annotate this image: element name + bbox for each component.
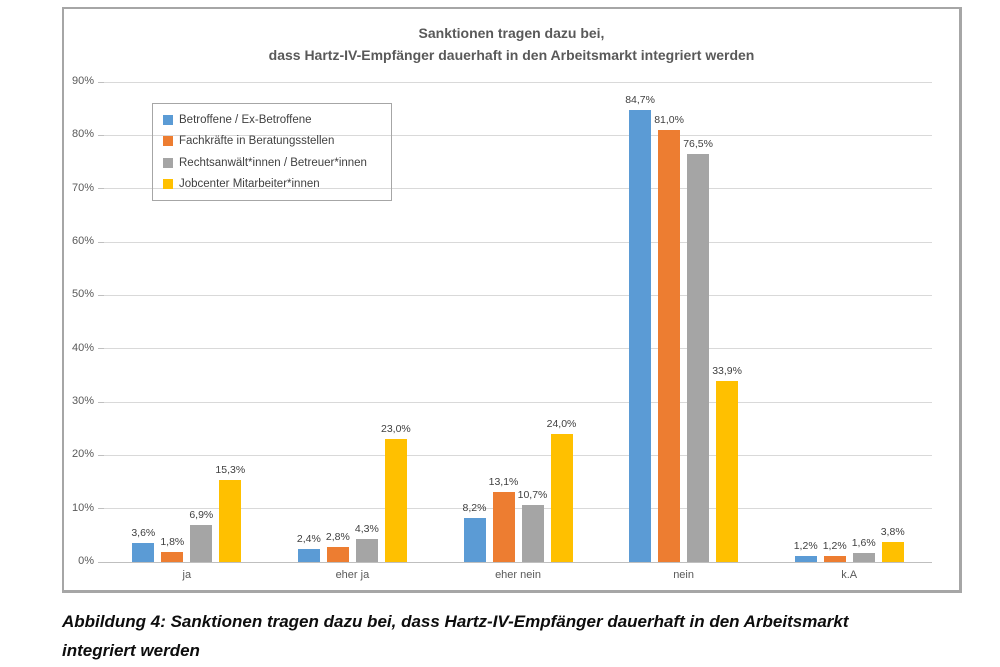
bar-series-3 [852,553,875,562]
y-axis-tick [98,348,104,350]
bar-series-3 [521,504,544,562]
legend-label: Rechtsanwält*innen / Betreuer*innen [179,156,367,169]
data-label: 33,9% [712,365,742,378]
legend-label: Fachkräfte in Beratungsstellen [179,135,335,148]
data-label: 2,8% [325,531,350,544]
data-label: 76,5% [683,138,713,150]
legend-label: Jobcenter Mitarbeiter*innen [179,178,320,191]
data-label: 24,0% [546,418,577,430]
gridline [104,401,932,403]
y-axis-label: 30% [71,395,94,407]
legend-swatch [163,157,173,168]
plot-area: 0% 10% 20% 30% 40% 50% 60% 70% 80% 90% 3,6% 1,8% 6,9… [72,75,932,581]
y-axis-label: 80% [71,128,94,141]
legend-item: Jobcenter Mitarbeiter*innen [163,178,391,190]
y-axis-tick [98,401,104,403]
y-axis-label: 40% [71,341,94,354]
gridline [104,81,932,83]
legend-label: Betroffene / Ex-Betroffene [179,113,312,126]
gridline [104,561,932,563]
y-axis-tick [98,294,104,296]
bar-series-4 [550,434,573,562]
data-label: 81,0% [654,114,684,126]
data-label: 23,0% [381,423,411,436]
x-axis-label: nein [673,569,694,581]
bar-series-2 [161,552,184,562]
y-axis-label: 70% [71,181,94,194]
bar-series-1 [629,110,652,562]
bar-series-1 [132,542,155,562]
x-axis-label: k.A [841,569,858,581]
legend-item: Fachkräfte in Beratungsstellen [163,135,391,147]
bar-series-4 [716,381,739,562]
y-axis-label: 10% [71,501,94,514]
y-axis-tick [98,454,104,456]
y-axis-label: 0% [78,555,94,567]
data-label: 3,8% [880,525,905,538]
bar-series-2 [823,555,846,562]
bar-series-1 [297,549,320,562]
x-axis-label: eher nein [495,569,541,581]
y-axis-label: 60% [71,235,94,247]
data-label: 1,2% [793,539,818,552]
figure-caption-line1: Abbildung 4: Sanktionen tragen dazu bei,… [62,612,849,631]
y-axis-label: 50% [71,288,94,301]
x-axis-label: eher ja [335,569,370,581]
bar-series-4 [219,480,242,562]
bar-series-1 [794,555,817,562]
data-label: 2,4% [296,533,321,546]
data-label: 1,8% [160,536,185,549]
data-label: 6,9% [189,509,214,522]
y-axis-tick [98,188,104,190]
bar-series-1 [463,518,486,562]
legend-item: Rechtsanwält*innen / Betreuer*innen [163,157,391,169]
y-axis-label: 90% [71,75,94,87]
y-axis-tick [98,81,104,83]
y-axis-label: 20% [71,448,94,461]
legend-swatch [163,179,173,190]
chart-title: Sanktionen tragen dazu bei, dass Hartz-I… [64,22,959,66]
bar-series-3 [190,525,213,562]
data-label: 1,6% [851,537,876,550]
gridline [104,188,932,190]
figure-caption: Abbildung 4: Sanktionen tragen dazu bei,… [62,607,987,665]
bar-series-2 [492,492,515,562]
data-label: 4,3% [354,523,379,536]
legend-item: Betroffene / Ex-Betroffene [163,114,391,126]
legend-swatch [163,114,173,125]
data-label: 84,7% [625,94,655,107]
y-axis-tick [98,561,104,563]
figure-caption-line2: integriert werden [62,641,200,660]
data-label: 15,3% [215,464,246,477]
y-axis-tick [98,508,104,510]
data-label: 10,7% [517,488,548,501]
bar-series-3 [687,154,710,562]
gridline [104,348,932,350]
chart-title-line1: Sanktionen tragen dazu bei, [418,25,605,41]
bar-series-4 [384,439,407,562]
data-label: 3,6% [131,526,156,539]
chart-figure: Sanktionen tragen dazu bei, dass Hartz-I… [62,7,962,593]
bar-series-2 [658,130,681,562]
data-label: 8,2% [462,502,487,515]
gridline [104,241,932,243]
bar-series-2 [326,547,349,562]
gridline [104,508,932,510]
y-axis-tick [98,241,104,243]
gridline [104,294,932,296]
data-label: 1,2% [822,539,847,552]
bar-series-4 [881,541,904,562]
legend: Betroffene / Ex-Betroffene Fachkräfte in … [152,103,392,201]
chart-title-line2: dass Hartz-IV-Empfänger dauerhaft in den… [268,47,755,63]
x-axis-label: ja [182,569,192,581]
legend-swatch [163,136,173,147]
gridline [104,134,932,136]
bar-series-3 [355,539,378,562]
gridline [104,454,932,456]
data-label: 13,1% [488,476,519,489]
y-axis-tick [98,134,104,136]
